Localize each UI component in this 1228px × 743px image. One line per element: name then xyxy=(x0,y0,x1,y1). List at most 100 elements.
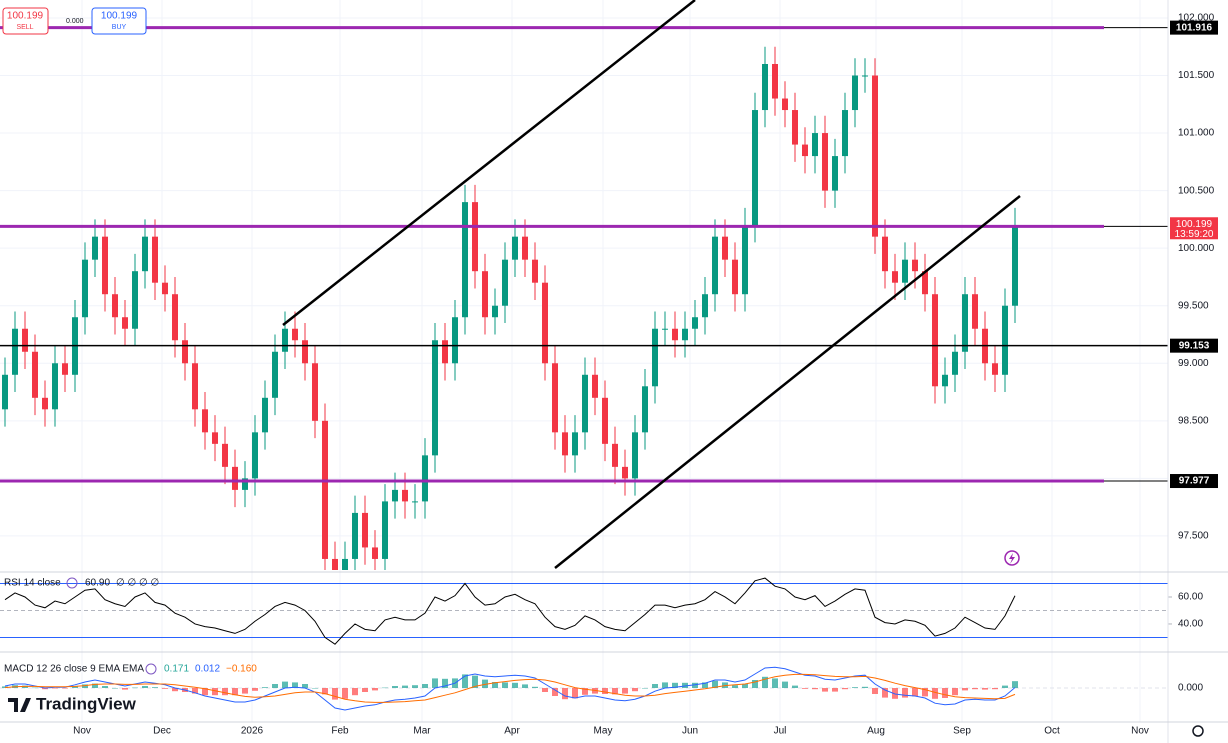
candle-body xyxy=(652,328,658,387)
macd-hist-bar xyxy=(302,684,308,688)
sell-price: 100.199 xyxy=(7,11,44,22)
candle-body xyxy=(12,328,18,375)
candle-body xyxy=(332,558,338,570)
macd-hist-bar xyxy=(872,688,878,694)
candle-body xyxy=(282,328,288,352)
macd-hist-bar xyxy=(552,688,558,696)
macd-hist-bar xyxy=(652,684,658,688)
macd-hist-bar xyxy=(1012,681,1018,688)
buy-button[interactable] xyxy=(91,7,147,35)
macd-hist-bar xyxy=(572,688,578,699)
candle-body xyxy=(342,558,348,570)
time-label: Aug xyxy=(867,726,885,737)
rsi-last: 60.90 xyxy=(85,578,110,589)
candle-body xyxy=(62,363,68,375)
macd-hist-bar xyxy=(492,682,498,688)
macd-hist-bar xyxy=(432,678,438,688)
time-label: Dec xyxy=(153,726,171,737)
rsi-tick-label: 40.00 xyxy=(1178,619,1203,630)
macd-hist-bar xyxy=(682,682,688,688)
candle-body xyxy=(882,236,888,272)
candle-body xyxy=(152,236,158,283)
candle-body xyxy=(932,294,938,387)
macd-hist-bar xyxy=(322,688,328,695)
macd-hist-bar xyxy=(882,688,888,698)
candle-body xyxy=(232,466,238,490)
macd-hist-bar xyxy=(232,688,238,696)
time-label: Mar xyxy=(413,726,431,737)
price-pane xyxy=(0,26,1168,570)
time-label: May xyxy=(594,726,613,737)
macd-settings[interactable] xyxy=(145,663,157,675)
candle-body xyxy=(322,420,328,559)
candle-body xyxy=(502,259,508,306)
price-tick-label: 100.500 xyxy=(1178,185,1215,196)
macd-hist-bar xyxy=(412,685,418,688)
countdown: 13:59:20 xyxy=(1175,229,1214,240)
macd-hist-bar xyxy=(332,688,338,700)
time-label: Apr xyxy=(504,726,520,737)
candle-body xyxy=(412,501,418,503)
macd-hist-bar xyxy=(382,687,388,689)
last-price-box xyxy=(1170,217,1218,240)
macd-hist-bar xyxy=(342,688,348,699)
candle-body xyxy=(952,351,958,375)
candle-body xyxy=(82,259,88,318)
candle-body xyxy=(892,271,898,283)
candle-body xyxy=(582,374,588,433)
macd-hist-bar xyxy=(522,684,528,688)
candle-body xyxy=(442,340,448,364)
macd-hist-bar xyxy=(32,687,38,689)
macd-hist-bar xyxy=(262,687,268,688)
rsi-pane xyxy=(0,577,1168,645)
settings-icon[interactable] xyxy=(1192,725,1204,737)
order-panel: 100.199 SELL 0.000 100.199 BUY xyxy=(2,7,147,35)
candle-body xyxy=(802,144,808,157)
candle-body xyxy=(202,409,208,433)
candle-body xyxy=(112,294,118,318)
candle-body xyxy=(172,294,178,341)
candle-body xyxy=(222,443,228,467)
alert-icon[interactable] xyxy=(1004,550,1020,566)
macd-hist-bar xyxy=(862,686,868,688)
macd-hist-bar xyxy=(42,688,48,690)
candle-body xyxy=(1002,305,1008,375)
candle-body xyxy=(992,363,998,375)
candle-body xyxy=(662,328,668,330)
macd-line xyxy=(4,666,1016,711)
candle-body xyxy=(312,363,318,421)
macd-hist-bar xyxy=(502,682,508,688)
candle-body xyxy=(822,133,828,191)
macd-hist-bar xyxy=(472,675,478,688)
macd-hist-bar xyxy=(792,685,798,688)
macd-hist-bar xyxy=(912,688,918,697)
time-axis: Nov Dec 2026 Feb Mar Apr May Jun Jul Aug Sep Oct Nov xyxy=(73,726,1149,737)
drawings xyxy=(282,0,1021,569)
candle-body xyxy=(702,294,708,318)
candle-body xyxy=(922,271,928,295)
macd-hist-bar xyxy=(712,680,718,688)
spread: 0.000 xyxy=(66,18,84,25)
brand-logo xyxy=(8,698,31,712)
candle-body xyxy=(482,271,488,318)
macd-hist-bar xyxy=(602,688,608,694)
sell-button[interactable] xyxy=(2,7,49,35)
candle-body xyxy=(262,397,268,433)
candle-body xyxy=(1012,225,1018,306)
rsi-settings[interactable] xyxy=(66,577,78,589)
macd-hist-bar xyxy=(672,682,678,688)
candle-body xyxy=(962,294,968,352)
channel-upper-line xyxy=(282,0,696,326)
candle-body xyxy=(942,374,948,387)
time-label: Feb xyxy=(331,726,349,737)
candle-body xyxy=(492,305,498,318)
candle-body xyxy=(832,156,838,191)
candle-body xyxy=(722,236,728,260)
time-label: Nov xyxy=(1131,726,1149,737)
macd-hist-bar xyxy=(392,686,398,688)
time-label: Oct xyxy=(1044,726,1060,737)
candle-body xyxy=(682,328,688,341)
rsi-tick-label: 60.00 xyxy=(1178,592,1203,603)
